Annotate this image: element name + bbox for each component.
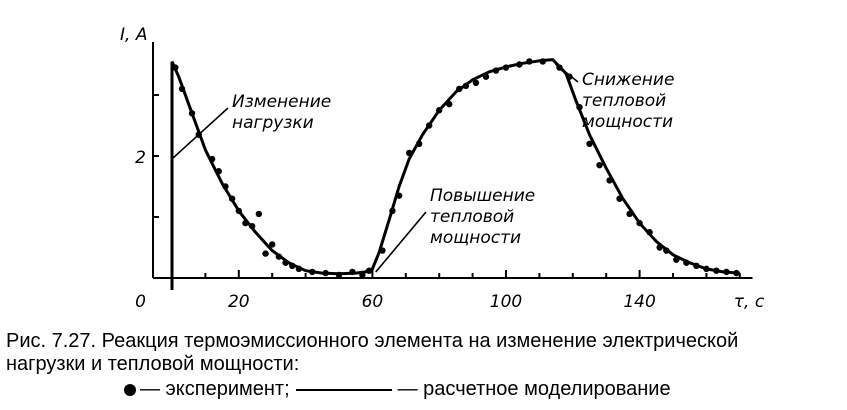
experiment-point (242, 219, 249, 227)
experiment-point (322, 269, 329, 277)
experiment-point (208, 155, 216, 163)
caption-line-2: нагрузки и тепловой мощности: (6, 353, 300, 375)
experiment-point (275, 253, 283, 260)
experiment-point (222, 183, 229, 190)
experiment-point (673, 256, 680, 263)
experiment-point (262, 250, 269, 257)
annotation-leader (554, 63, 579, 83)
axes (152, 42, 753, 290)
experiment-point (395, 192, 403, 199)
experiment-point (636, 219, 643, 227)
experiment-point (586, 140, 593, 147)
figure-caption: Рис. 7.27. Реакция термоэмиссионного эле… (6, 330, 844, 376)
experiment-point (215, 168, 222, 175)
origin-label: 0 (135, 292, 146, 312)
experiment-point (606, 177, 613, 184)
annotation-text: нагрузки (232, 113, 314, 133)
experiment-point (502, 64, 510, 71)
experiment-point (733, 269, 740, 277)
annotation-text: Повышение (430, 186, 535, 206)
experiment-point (365, 267, 373, 274)
experiment-point (405, 149, 413, 157)
experiment-point (526, 58, 533, 65)
caption-line-1: Рис. 7.27. Реакция термоэмиссионного эле… (6, 330, 739, 352)
experiment-point (289, 262, 296, 269)
annotation-leader (375, 211, 427, 273)
x-tick-label: 20 (228, 292, 250, 312)
experiment-point (616, 195, 623, 202)
experiment-point (235, 207, 242, 215)
experiment-point (295, 265, 303, 273)
experiment-point (248, 222, 256, 230)
annotation-text: тепловой (582, 91, 666, 111)
experiment-point (379, 247, 386, 254)
experiment-point (228, 195, 236, 202)
experiment-point (255, 210, 263, 218)
experiment-point (172, 64, 179, 71)
experiment-point (656, 244, 663, 251)
annotation-text: Изменение (232, 92, 331, 112)
experiment-point (359, 271, 366, 279)
y-axis-title: I, A (120, 25, 147, 45)
y-tick-label: 2 (135, 148, 146, 168)
experiment-point (482, 73, 490, 80)
annotation-text: мощности (582, 112, 673, 132)
x-tick-label: 140 (623, 292, 655, 312)
experiment-point (539, 58, 546, 65)
experiment-point (492, 67, 500, 74)
legend-points-text: — эксперимент; (140, 378, 290, 400)
model-line (170, 58, 740, 276)
experiment-point (335, 271, 343, 279)
experiment-point (436, 107, 443, 114)
x-tick-label: 100 (490, 292, 522, 312)
annotation-text: тепловой (430, 207, 514, 227)
x-tick-label: 60 (362, 292, 384, 312)
experiment-point (626, 210, 633, 218)
line-marker-icon (295, 388, 392, 391)
x-axis-title: τ, с (734, 292, 765, 312)
experiment-point (683, 259, 690, 266)
experiment-points (172, 58, 740, 279)
experiment-point (516, 61, 523, 68)
experiment-point (309, 268, 316, 276)
experiment-point (269, 241, 276, 248)
model-curve (170, 58, 740, 276)
caption-legend: — эксперимент; — расчетное моделирование (124, 378, 671, 401)
experiment-point (472, 79, 480, 87)
experiment-point (713, 267, 720, 274)
experiment-point (178, 85, 186, 93)
point-marker-icon (124, 383, 136, 396)
experiment-point (566, 73, 573, 80)
annotation-text: Снижение (582, 70, 674, 90)
legend-line-text: — расчетное моделирование (397, 378, 671, 400)
experiment-point (349, 268, 356, 276)
experiment-point (425, 122, 433, 129)
experiment-point (415, 140, 423, 147)
experiment-point (389, 207, 396, 215)
experiment-point (646, 229, 653, 236)
experiment-point (576, 104, 583, 111)
experiment-point (723, 268, 730, 276)
experiment-point (462, 82, 470, 90)
experiment-point (693, 262, 700, 269)
experiment-point (663, 247, 670, 254)
experiment-point (188, 110, 196, 117)
experiment-point (446, 100, 453, 108)
annotation-text: мощности (430, 228, 521, 248)
experiment-point (456, 85, 463, 93)
experiment-point (282, 259, 289, 266)
experiment-point (703, 265, 710, 273)
annotation-leaders (172, 63, 579, 273)
experiment-point (596, 161, 603, 169)
annotation-leader (172, 107, 229, 159)
